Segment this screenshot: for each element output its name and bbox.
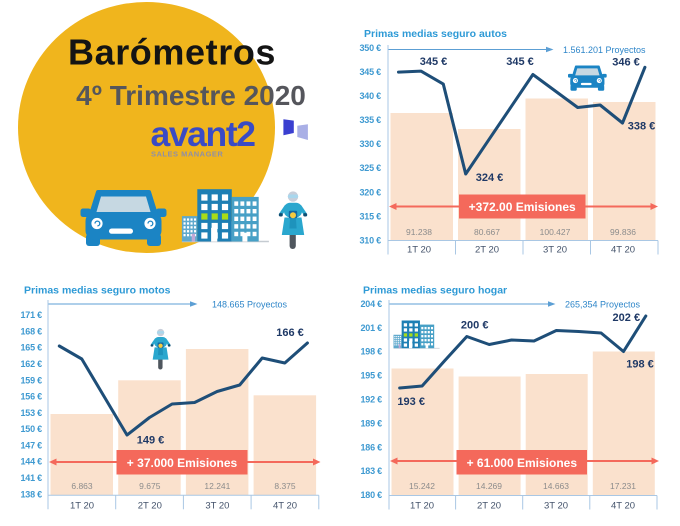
svg-text:149 €: 149 € [137, 435, 165, 447]
svg-text:100.427: 100.427 [540, 227, 571, 237]
svg-text:1T 20: 1T 20 [407, 245, 431, 256]
svg-text:324 €: 324 € [476, 172, 504, 184]
svg-text:310 €: 310 € [359, 235, 381, 245]
svg-text:1T 20: 1T 20 [70, 501, 94, 512]
svg-text:335 €: 335 € [359, 115, 381, 125]
svg-text:3T 20: 3T 20 [543, 245, 567, 256]
svg-text:3T 20: 3T 20 [544, 501, 568, 512]
svg-text:150 €: 150 € [20, 424, 42, 434]
svg-text:Barómetros: Barómetros [68, 32, 276, 73]
svg-text:325 €: 325 € [359, 163, 381, 173]
svg-text:192 €: 192 € [360, 395, 382, 405]
svg-text:171 €: 171 € [20, 310, 42, 320]
svg-text:15.242: 15.242 [409, 481, 435, 491]
svg-text:+ 61.000 Emisiones: + 61.000 Emisiones [467, 456, 578, 470]
svg-text:17.231: 17.231 [610, 481, 636, 491]
svg-text:338 €: 338 € [628, 121, 656, 133]
svg-text:186 €: 186 € [360, 442, 382, 452]
svg-text:80.667: 80.667 [474, 227, 500, 237]
svg-text:350 €: 350 € [359, 43, 381, 53]
svg-text:4T 20: 4T 20 [611, 245, 635, 256]
svg-text:14.663: 14.663 [543, 481, 569, 491]
svg-text:6.863: 6.863 [71, 481, 93, 491]
svg-text:148.665 Proyectos: 148.665 Proyectos [212, 300, 288, 310]
svg-text:4T 20: 4T 20 [273, 501, 297, 512]
svg-text:91.238: 91.238 [406, 227, 432, 237]
svg-text:153 €: 153 € [20, 408, 42, 418]
svg-text:183 €: 183 € [360, 466, 382, 476]
svg-text:+ 37.000 Emisiones: + 37.000 Emisiones [127, 456, 238, 470]
svg-text:346 €: 346 € [612, 57, 640, 69]
svg-text:Primas medias seguro motos: Primas medias seguro motos [24, 285, 171, 297]
svg-text:198 €: 198 € [360, 347, 382, 357]
svg-text:165 €: 165 € [20, 343, 42, 353]
svg-text:9.675: 9.675 [139, 481, 161, 491]
svg-text:99.836: 99.836 [610, 227, 636, 237]
svg-text:3T 20: 3T 20 [205, 501, 229, 512]
svg-text:168 €: 168 € [20, 326, 42, 336]
svg-text:340 €: 340 € [359, 91, 381, 101]
svg-text:159 €: 159 € [20, 375, 42, 385]
svg-text:138 €: 138 € [20, 489, 42, 499]
svg-text:12.241: 12.241 [204, 481, 230, 491]
svg-text:2T 20: 2T 20 [138, 501, 162, 512]
svg-text:Primas medias seguro autos: Primas medias seguro autos [364, 28, 507, 40]
svg-text:147 €: 147 € [20, 440, 42, 450]
svg-text:204 €: 204 € [360, 299, 382, 309]
svg-text:14.269: 14.269 [476, 481, 502, 491]
svg-text:1T 20: 1T 20 [410, 501, 434, 512]
svg-text:265,354 Proyectos: 265,354 Proyectos [565, 300, 641, 310]
svg-text:315 €: 315 € [359, 211, 381, 221]
svg-text:4T 20: 4T 20 [611, 501, 635, 512]
svg-text:+372.00 Emisiones: +372.00 Emisiones [469, 200, 576, 214]
svg-text:SALES MANAGER: SALES MANAGER [151, 149, 223, 158]
svg-text:141 €: 141 € [20, 473, 42, 483]
svg-text:4º Trimestre 2020: 4º Trimestre 2020 [76, 80, 306, 111]
svg-text:202 €: 202 € [613, 312, 641, 324]
svg-text:330 €: 330 € [359, 139, 381, 149]
svg-text:193 €: 193 € [397, 396, 425, 408]
svg-text:200 €: 200 € [461, 320, 489, 332]
svg-text:201 €: 201 € [360, 323, 382, 333]
svg-text:189 €: 189 € [360, 418, 382, 428]
svg-text:320 €: 320 € [359, 187, 381, 197]
svg-text:Primas medias seguro hogar: Primas medias seguro hogar [363, 285, 507, 297]
svg-text:8.375: 8.375 [274, 481, 296, 491]
svg-text:345 €: 345 € [359, 67, 381, 77]
svg-text:345 €: 345 € [420, 56, 448, 68]
svg-text:345 €: 345 € [506, 56, 534, 68]
svg-text:1.561.201 Proyectos: 1.561.201 Proyectos [563, 45, 646, 55]
svg-text:162 €: 162 € [20, 359, 42, 369]
svg-text:2T 20: 2T 20 [477, 501, 501, 512]
svg-text:198 €: 198 € [626, 359, 654, 371]
svg-text:180 €: 180 € [360, 490, 382, 500]
svg-text:2T 20: 2T 20 [475, 245, 499, 256]
svg-text:195 €: 195 € [360, 371, 382, 381]
svg-text:166 €: 166 € [276, 327, 304, 339]
svg-text:144 €: 144 € [20, 457, 42, 467]
svg-text:avant2: avant2 [151, 114, 256, 154]
svg-text:156 €: 156 € [20, 392, 42, 402]
